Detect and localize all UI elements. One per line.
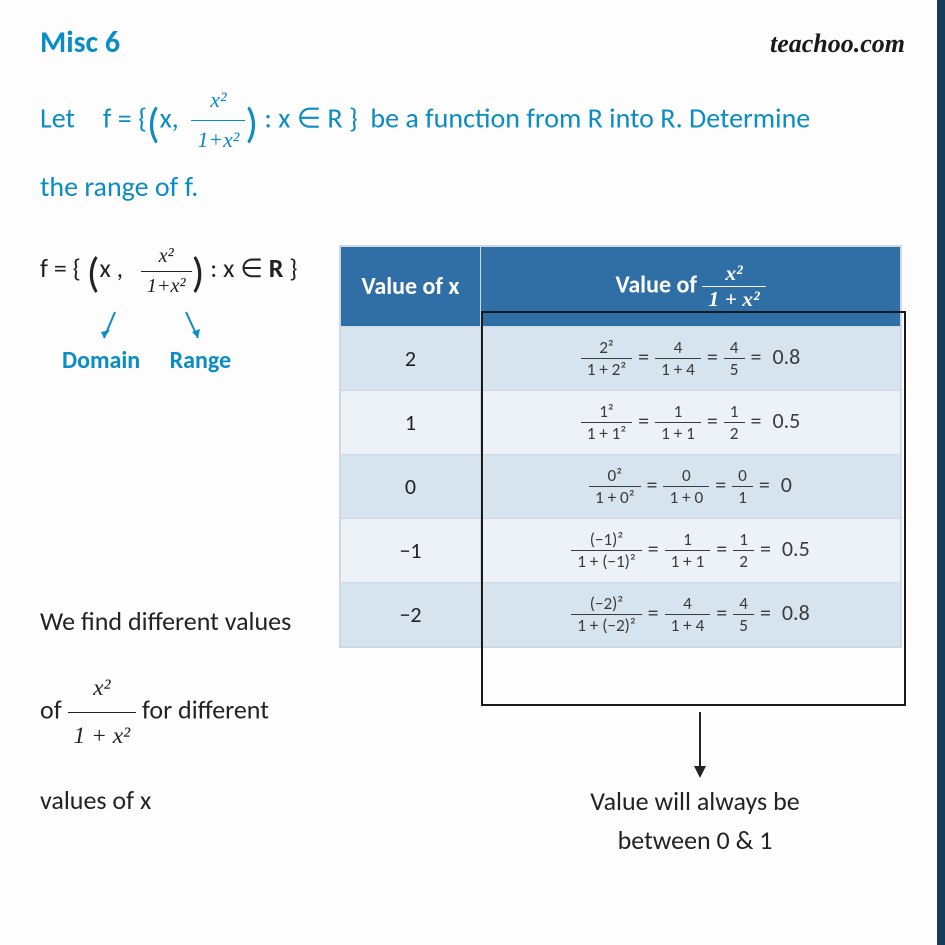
caption-text: Value will always be between 0 & 1	[490, 782, 900, 860]
table-row: −1(−1)²1 + (−1)²=11 + 1=12= 0.5	[341, 519, 901, 583]
expl-line3: values of x	[40, 774, 330, 826]
expl-num: x²	[68, 665, 137, 713]
q-var: x,	[160, 101, 179, 136]
fdef-x: x ,	[99, 253, 123, 285]
fdef-den: 1+x²	[141, 272, 192, 300]
paren-close: )	[245, 99, 258, 150]
fdef-paren-close: )	[192, 249, 205, 300]
cell-x: −2	[341, 583, 481, 647]
cell-value: 2²1 + 2²=41 + 4=45= 0.8	[481, 327, 901, 391]
cell-value: (−2)²1 + (−2)²=41 + 4=45= 0.8	[481, 583, 901, 647]
paren-open: (	[147, 99, 160, 150]
q-mid: : x ∈ R } be a function from R into R. D…	[258, 101, 810, 136]
table-row: 00²1 + 0²=01 + 0=01= 0	[341, 455, 901, 519]
cell-x: 1	[341, 391, 481, 455]
table-row: −2(−2)²1 + (−2)²=41 + 4=45= 0.8	[341, 583, 901, 647]
expl-fraction: x²1 + x²	[68, 665, 137, 760]
brand-logo: teachoo.com	[770, 29, 905, 59]
arrow-range	[178, 308, 208, 344]
cell-value: 1²1 + 1²=11 + 1=12= 0.5	[481, 391, 901, 455]
th-value-fx: Value of x²1 + x²	[481, 247, 901, 327]
explanation-text: We find different values of x²1 + x² for…	[40, 595, 330, 826]
domain-label: Domain	[62, 346, 140, 375]
fdef-suf1: : x ∈	[204, 253, 268, 285]
fdef-paren-open: (	[87, 249, 100, 300]
cell-x: 2	[341, 327, 481, 391]
th-value-x: Value of x	[341, 247, 481, 327]
expl-l2a: of	[40, 694, 68, 726]
table-row: 22²1 + 2²=41 + 4=45= 0.8	[341, 327, 901, 391]
th-den: 1 + x²	[702, 287, 765, 312]
caption-l2: between 0 & 1	[618, 824, 773, 856]
th-fraction: x²1 + x²	[702, 261, 765, 312]
cell-x: −1	[341, 519, 481, 583]
question-text: Let f = {(x, x²1+x²) : x ∈ R } be a func…	[0, 69, 945, 212]
th-prefix: Value of	[615, 271, 702, 300]
fdef-num: x²	[141, 242, 192, 271]
th-num: x²	[702, 261, 765, 287]
table-row: 11²1 + 1²=11 + 1=12= 0.5	[341, 391, 901, 455]
values-table: Value of x Value of x²1 + x² 22²1 + 2²=4…	[340, 246, 901, 647]
fdef-suf2: }	[283, 253, 297, 285]
expl-den: 1 + x²	[68, 713, 137, 760]
page-title: Misc 6	[40, 24, 120, 61]
domain-range-labels: Domain Range	[40, 346, 330, 375]
range-label: Range	[170, 346, 231, 375]
arrows	[40, 308, 330, 344]
q-prefix: Let f = {	[40, 101, 147, 136]
arrow-domain	[100, 308, 130, 344]
q-fraction: x²1+x²	[191, 81, 245, 161]
q-line2: the range of f.	[40, 169, 198, 204]
fdef-prefix: f = {	[40, 253, 87, 285]
side-bar	[937, 0, 945, 945]
expl-l2b: for different	[142, 694, 269, 726]
caption-l1: Value will always be	[590, 785, 799, 817]
expl-line1: We find different values	[40, 595, 330, 647]
cell-x: 0	[341, 455, 481, 519]
cell-value: 0²1 + 0²=01 + 0=01= 0	[481, 455, 901, 519]
q-frac-num: x²	[191, 81, 245, 121]
function-definition: f = { (x , x²1+x²) : x ∈ R }	[40, 242, 330, 304]
fdef-R: R	[269, 253, 284, 285]
caption-arrow	[690, 708, 710, 780]
q-frac-den: 1+x²	[191, 121, 245, 160]
cell-value: (−1)²1 + (−1)²=11 + 1=12= 0.5	[481, 519, 901, 583]
fdef-fraction: x²1+x²	[141, 242, 192, 300]
header: Misc 6 teachoo.com	[0, 0, 945, 69]
